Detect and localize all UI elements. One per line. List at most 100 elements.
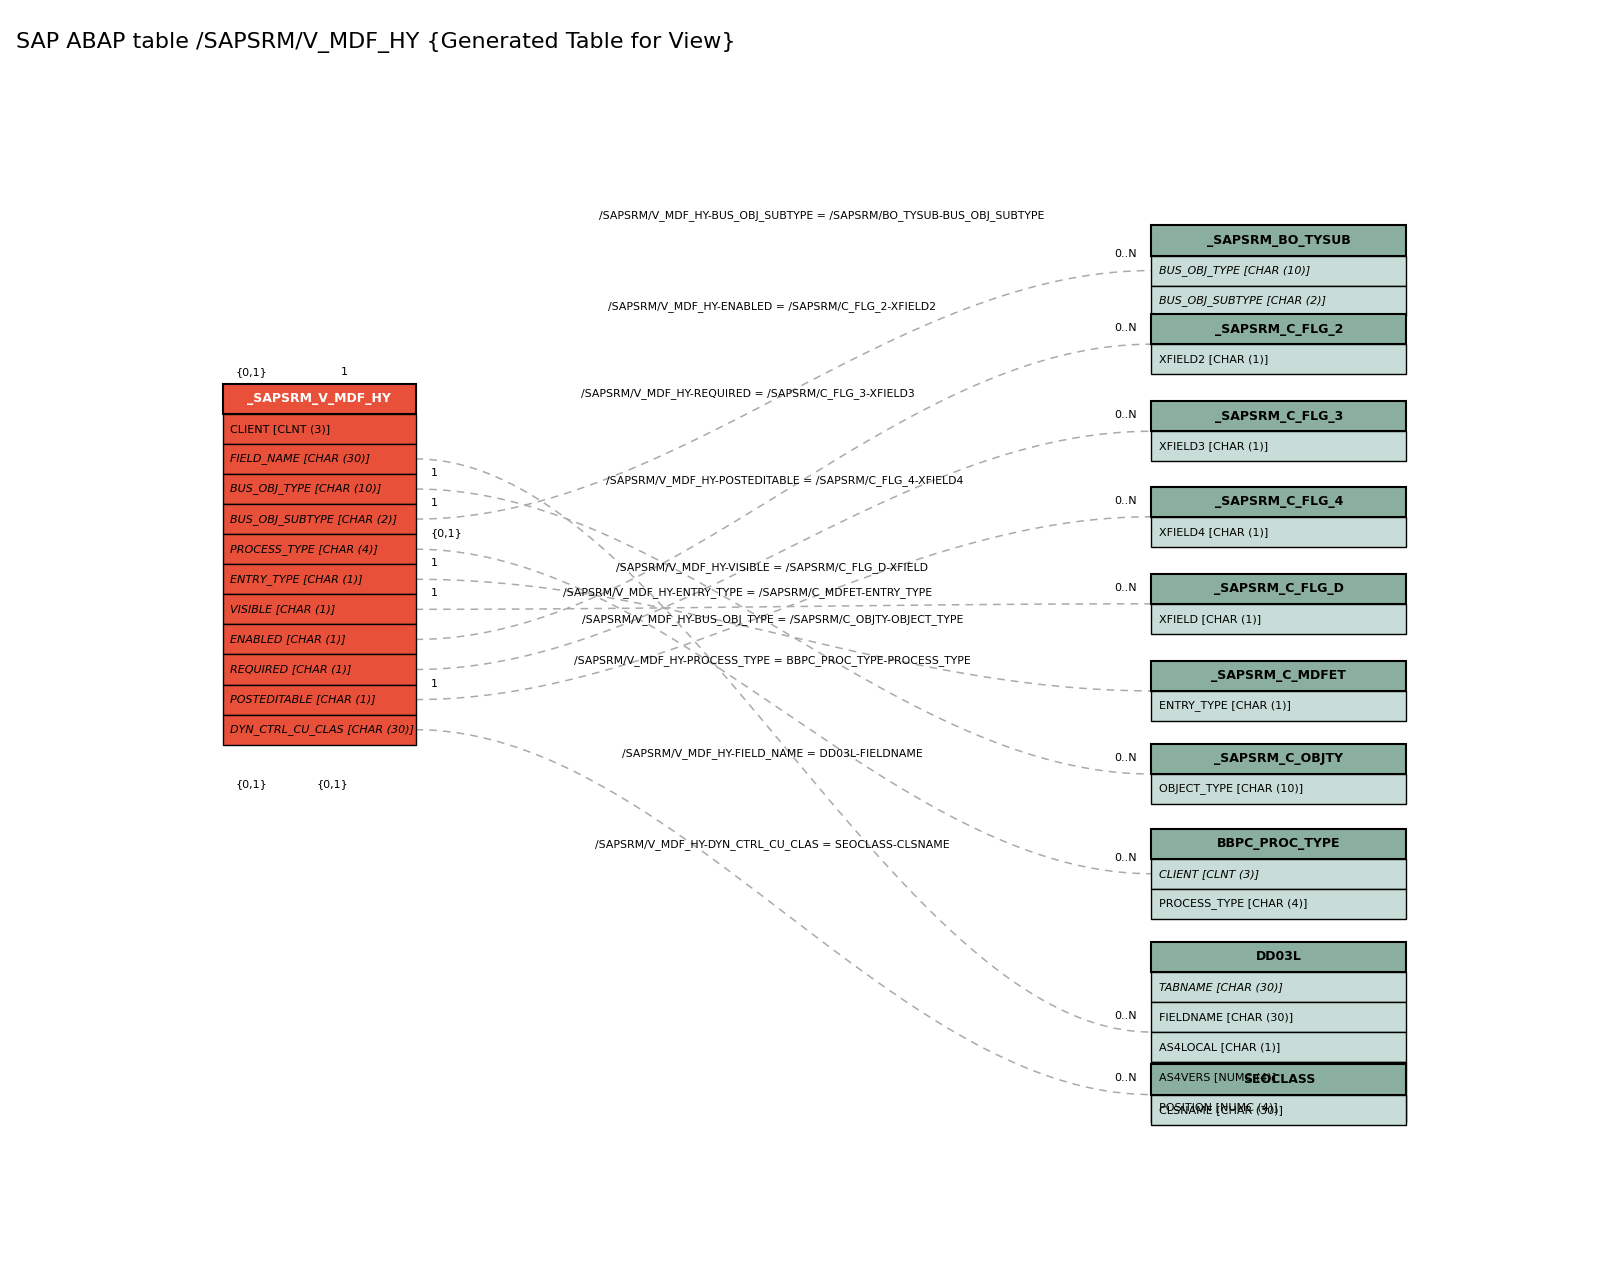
FancyBboxPatch shape [223,654,415,685]
FancyBboxPatch shape [1152,314,1407,344]
Text: 0..N: 0..N [1113,582,1137,592]
Text: BUS_OBJ_SUBTYPE [CHAR (2)]: BUS_OBJ_SUBTYPE [CHAR (2)] [1160,296,1327,306]
FancyBboxPatch shape [1152,1063,1407,1092]
Text: BUS_OBJ_SUBTYPE [CHAR (2)]: BUS_OBJ_SUBTYPE [CHAR (2)] [231,514,398,524]
FancyBboxPatch shape [1152,256,1407,285]
FancyBboxPatch shape [1152,344,1407,374]
FancyBboxPatch shape [1152,517,1407,547]
FancyBboxPatch shape [1152,744,1407,774]
FancyBboxPatch shape [1152,225,1407,256]
FancyBboxPatch shape [223,474,415,504]
Text: POSTEDITABLE [CHAR (1)]: POSTEDITABLE [CHAR (1)] [231,695,375,704]
FancyBboxPatch shape [223,535,415,564]
FancyBboxPatch shape [1152,604,1407,634]
Text: 1: 1 [430,589,438,599]
Text: _SAPSRM_C_OBJTY: _SAPSRM_C_OBJTY [1214,753,1344,766]
FancyBboxPatch shape [1152,401,1407,432]
FancyBboxPatch shape [1152,1064,1407,1095]
Text: 0..N: 0..N [1113,1073,1137,1083]
FancyBboxPatch shape [1152,1002,1407,1032]
FancyBboxPatch shape [223,443,415,474]
Text: {0,1}: {0,1} [316,779,348,789]
FancyBboxPatch shape [1152,829,1407,858]
Text: SAP ABAP table /SAPSRM/V_MDF_HY {Generated Table for View}: SAP ABAP table /SAPSRM/V_MDF_HY {Generat… [16,32,736,53]
FancyBboxPatch shape [1152,971,1407,1002]
Text: {0,1}: {0,1} [236,368,266,378]
Text: 0..N: 0..N [1113,496,1137,506]
Text: XFIELD3 [CHAR (1)]: XFIELD3 [CHAR (1)] [1160,441,1269,451]
Text: _SAPSRM_C_FLG_2: _SAPSRM_C_FLG_2 [1214,323,1343,335]
FancyBboxPatch shape [1152,660,1407,691]
Text: /SAPSRM/V_MDF_HY-FIELD_NAME = DD03L-FIELDNAME: /SAPSRM/V_MDF_HY-FIELD_NAME = DD03L-FIEL… [622,748,922,759]
Text: POSITION [NUMC (4)]: POSITION [NUMC (4)] [1160,1103,1277,1113]
FancyBboxPatch shape [1152,432,1407,461]
Text: BUS_OBJ_TYPE [CHAR (10)]: BUS_OBJ_TYPE [CHAR (10)] [231,483,382,495]
Text: ENABLED [CHAR (1)]: ENABLED [CHAR (1)] [231,635,346,644]
Text: 0..N: 0..N [1113,853,1137,862]
Text: /SAPSRM/V_MDF_HY-DYN_CTRL_CU_CLAS = SEOCLASS-CLSNAME: /SAPSRM/V_MDF_HY-DYN_CTRL_CU_CLAS = SEOC… [595,839,950,849]
Text: 1: 1 [430,558,438,568]
Text: /SAPSRM/V_MDF_HY-BUS_OBJ_SUBTYPE = /SAPSRM/BO_TYSUB-BUS_OBJ_SUBTYPE: /SAPSRM/V_MDF_HY-BUS_OBJ_SUBTYPE = /SAPS… [600,211,1044,221]
Text: /SAPSRM/V_MDF_HY-PROCESS_TYPE = BBPC_PROC_TYPE-PROCESS_TYPE: /SAPSRM/V_MDF_HY-PROCESS_TYPE = BBPC_PRO… [574,655,970,666]
FancyBboxPatch shape [223,714,415,745]
Text: XFIELD [CHAR (1)]: XFIELD [CHAR (1)] [1160,614,1261,623]
FancyBboxPatch shape [223,594,415,625]
Text: _SAPSRM_C_FLG_3: _SAPSRM_C_FLG_3 [1214,410,1343,423]
Text: {0,1}: {0,1} [236,779,266,789]
Text: SEOCLASS: SEOCLASS [1243,1073,1315,1086]
Text: _SAPSRM_C_FLG_4: _SAPSRM_C_FLG_4 [1214,495,1343,508]
Text: 0..N: 0..N [1113,323,1137,333]
Text: BBPC_PROC_TYPE: BBPC_PROC_TYPE [1217,837,1341,851]
Text: 1: 1 [430,499,438,508]
FancyBboxPatch shape [1152,942,1407,971]
Text: 1: 1 [430,678,438,689]
Text: FIELD_NAME [CHAR (30)]: FIELD_NAME [CHAR (30)] [231,454,371,464]
FancyBboxPatch shape [1152,889,1407,919]
Text: {0,1}: {0,1} [430,528,462,538]
Text: BUS_OBJ_TYPE [CHAR (10)]: BUS_OBJ_TYPE [CHAR (10)] [1160,265,1310,276]
FancyBboxPatch shape [1152,487,1407,517]
FancyBboxPatch shape [1152,573,1407,604]
FancyBboxPatch shape [223,414,415,443]
Text: VISIBLE [CHAR (1)]: VISIBLE [CHAR (1)] [231,604,335,614]
Text: CLIENT [CLNT (3)]: CLIENT [CLNT (3)] [1160,869,1259,879]
Text: PROCESS_TYPE [CHAR (4)]: PROCESS_TYPE [CHAR (4)] [231,544,379,555]
Text: 1: 1 [430,468,438,478]
Text: OBJECT_TYPE [CHAR (10)]: OBJECT_TYPE [CHAR (10)] [1160,784,1302,794]
Text: /SAPSRM/V_MDF_HY-ENTRY_TYPE = /SAPSRM/C_MDFET-ENTRY_TYPE: /SAPSRM/V_MDF_HY-ENTRY_TYPE = /SAPSRM/C_… [563,587,932,599]
Text: /SAPSRM/V_MDF_HY-ENABLED = /SAPSRM/C_FLG_2-XFIELD2: /SAPSRM/V_MDF_HY-ENABLED = /SAPSRM/C_FLG… [608,301,937,312]
Text: REQUIRED [CHAR (1)]: REQUIRED [CHAR (1)] [231,664,351,675]
Text: AS4VERS [NUMC (4)]: AS4VERS [NUMC (4)] [1160,1072,1275,1082]
Text: AS4LOCAL [CHAR (1)]: AS4LOCAL [CHAR (1)] [1160,1042,1280,1052]
FancyBboxPatch shape [1152,774,1407,804]
Text: CLIENT [CLNT (3)]: CLIENT [CLNT (3)] [231,424,330,434]
Text: DD03L: DD03L [1256,951,1302,964]
Text: /SAPSRM/V_MDF_HY-BUS_OBJ_TYPE = /SAPSRM/C_OBJTY-OBJECT_TYPE: /SAPSRM/V_MDF_HY-BUS_OBJ_TYPE = /SAPSRM/… [582,614,962,625]
Text: 0..N: 0..N [1113,410,1137,420]
FancyBboxPatch shape [223,384,415,414]
FancyBboxPatch shape [1152,1092,1407,1122]
Text: _SAPSRM_C_FLG_D: _SAPSRM_C_FLG_D [1214,582,1344,595]
FancyBboxPatch shape [223,685,415,714]
Text: TABNAME [CHAR (30)]: TABNAME [CHAR (30)] [1160,982,1283,992]
Text: _SAPSRM_C_MDFET: _SAPSRM_C_MDFET [1211,669,1346,682]
Text: /SAPSRM/V_MDF_HY-REQUIRED = /SAPSRM/C_FLG_3-XFIELD3: /SAPSRM/V_MDF_HY-REQUIRED = /SAPSRM/C_FL… [581,388,914,398]
FancyBboxPatch shape [223,504,415,535]
Text: XFIELD4 [CHAR (1)]: XFIELD4 [CHAR (1)] [1160,527,1269,537]
Text: /SAPSRM/V_MDF_HY-VISIBLE = /SAPSRM/C_FLG_D-XFIELD: /SAPSRM/V_MDF_HY-VISIBLE = /SAPSRM/C_FLG… [616,562,929,573]
Text: CLSNAME [CHAR (30)]: CLSNAME [CHAR (30)] [1160,1105,1283,1114]
Text: FIELDNAME [CHAR (30)]: FIELDNAME [CHAR (30)] [1160,1013,1293,1022]
FancyBboxPatch shape [223,625,415,654]
Text: 0..N: 0..N [1113,249,1137,260]
FancyBboxPatch shape [1152,858,1407,889]
Text: 0..N: 0..N [1113,1011,1137,1022]
Text: XFIELD2 [CHAR (1)]: XFIELD2 [CHAR (1)] [1160,355,1269,364]
Text: ENTRY_TYPE [CHAR (1)]: ENTRY_TYPE [CHAR (1)] [231,574,363,585]
FancyBboxPatch shape [1152,1032,1407,1063]
FancyBboxPatch shape [1152,691,1407,721]
FancyBboxPatch shape [1152,1095,1407,1124]
Text: _SAPSRM_BO_TYSUB: _SAPSRM_BO_TYSUB [1208,234,1351,247]
Text: PROCESS_TYPE [CHAR (4)]: PROCESS_TYPE [CHAR (4)] [1160,898,1307,910]
Text: /SAPSRM/V_MDF_HY-POSTEDITABLE = /SAPSRM/C_FLG_4-XFIELD4: /SAPSRM/V_MDF_HY-POSTEDITABLE = /SAPSRM/… [606,475,964,486]
Text: ENTRY_TYPE [CHAR (1)]: ENTRY_TYPE [CHAR (1)] [1160,700,1291,712]
